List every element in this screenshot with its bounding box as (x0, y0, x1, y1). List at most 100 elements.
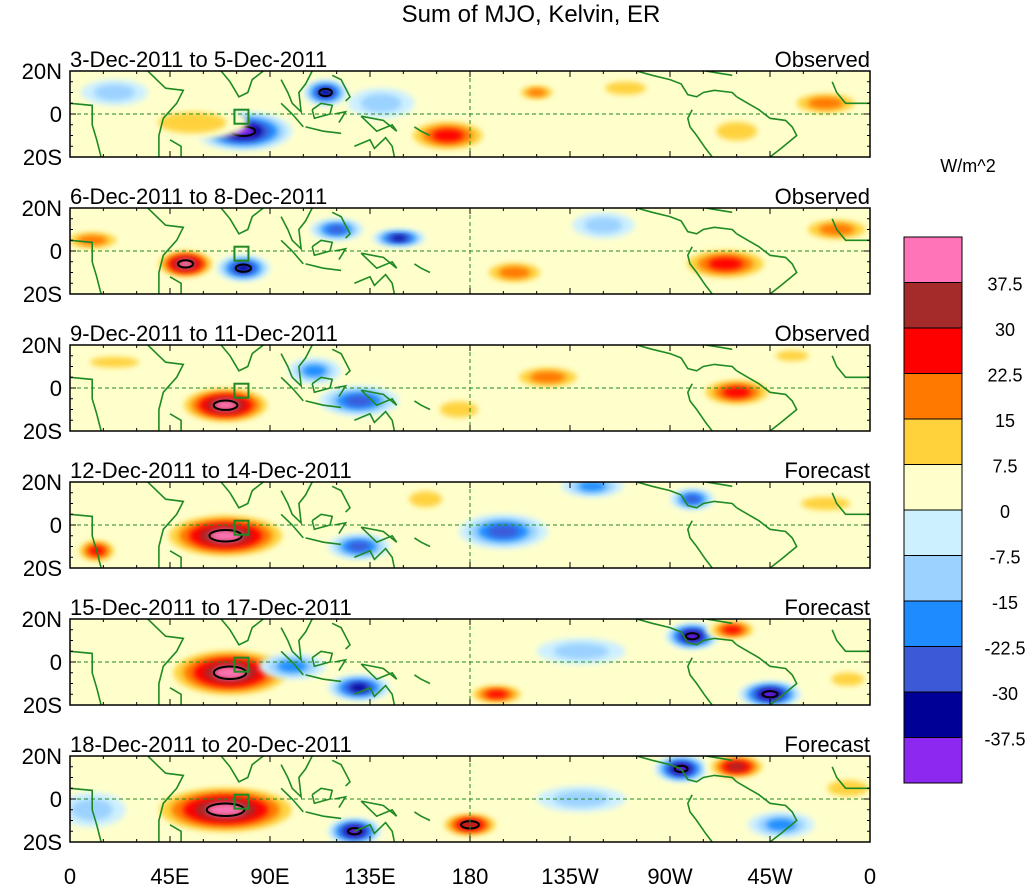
coastline (360, 389, 398, 407)
coastline (280, 208, 313, 251)
coastline (169, 824, 182, 842)
anomaly-blob (303, 79, 348, 106)
contour-level (432, 129, 464, 142)
coastline (331, 74, 351, 102)
coastline (331, 348, 351, 376)
contour-level (391, 235, 407, 241)
coastline (305, 126, 342, 135)
coastline (413, 263, 431, 274)
coastline (354, 136, 396, 157)
coastline (311, 513, 334, 531)
panel-1: 20N 0 20S 3-Dec-2011 to 5-Dec-2011 Observed (22, 47, 871, 170)
coastline (220, 619, 264, 646)
coastline (220, 208, 264, 235)
coastline (686, 520, 713, 568)
anomaly-blob (398, 486, 453, 513)
anomaly-blob (665, 623, 719, 650)
contour-level (716, 121, 758, 141)
x-tick-label: 135W (541, 864, 599, 889)
coastline (413, 400, 431, 411)
y-tick-label: 20S (23, 282, 62, 307)
coastline (280, 787, 304, 813)
coastline (70, 650, 102, 705)
panel-field (70, 619, 870, 705)
coastline (280, 102, 304, 128)
coastline (334, 521, 348, 535)
anomaly-blob (147, 783, 304, 836)
colorbar-swatch (903, 282, 963, 329)
x-tick-label: 90W (647, 864, 692, 889)
x-tick-label: 45E (150, 864, 189, 889)
x-tick-label: 0 (864, 864, 876, 889)
panel-2: 20N 0 20S 6-Dec-2011 to 8-Dec-2011 Observed (22, 184, 871, 307)
coastline (311, 787, 334, 805)
anomaly-blob (478, 259, 550, 286)
coastline (280, 239, 304, 265)
contour-level (722, 387, 751, 398)
panel-3: 20N 0 20S 9-Dec-2011 to 11-Dec-2011 Observed (22, 321, 871, 444)
contour-level (807, 97, 844, 109)
coastline (220, 71, 264, 98)
coastline (831, 766, 870, 790)
coastline (147, 71, 185, 157)
coastline (686, 794, 713, 842)
coastline (147, 756, 185, 842)
contour-line (318, 87, 333, 98)
coastline (147, 208, 185, 294)
colorbar-swatch (903, 646, 963, 693)
contour-level (213, 666, 247, 680)
coastline (280, 71, 313, 114)
contour-level (348, 542, 370, 551)
coastline (360, 663, 398, 681)
anomaly-blob (403, 118, 493, 153)
anomaly-blob (81, 79, 148, 106)
coastline (70, 239, 102, 294)
anomaly-blob (785, 492, 866, 515)
contour-level (526, 88, 547, 97)
anomaly-blob (747, 811, 815, 838)
anomaly-blob (785, 90, 866, 117)
contour-level (487, 525, 519, 538)
contour-level (553, 643, 609, 660)
contour-level (439, 401, 479, 418)
panel-period: 12-Dec-2011 to 14-Dec-2011 (70, 458, 352, 483)
coastline (354, 684, 396, 705)
coastline (311, 650, 334, 668)
anomaly-blob (347, 88, 415, 119)
coastline (280, 376, 304, 402)
anomaly-blob (765, 347, 819, 365)
panel-period: 3-Dec-2011 to 5-Dec-2011 (70, 47, 327, 72)
x-tick-label: 135E (344, 864, 395, 889)
coastline (636, 756, 738, 783)
contour-line (684, 632, 700, 641)
colorbar-swatch (903, 327, 963, 374)
coastline (636, 482, 738, 509)
contour-level (831, 672, 865, 686)
contour-level (319, 88, 332, 97)
anomaly-blob (705, 619, 759, 641)
contour-line (234, 263, 252, 273)
panel-status: Forecast (784, 732, 870, 757)
panel-5: 20N 0 20S 15-Dec-2011 to 17-Dec-2011 Forecas… (22, 595, 871, 718)
anomaly-blob (592, 77, 659, 99)
coastline (169, 139, 182, 157)
panel-status: Forecast (784, 458, 870, 483)
y-tick-label: 20N (22, 59, 62, 84)
coastline (360, 526, 398, 544)
y-tick-label: 0 (50, 239, 62, 264)
coastline (831, 355, 870, 379)
contour-level (360, 93, 402, 113)
ticks (69, 618, 871, 706)
ticks (69, 755, 871, 843)
anomaly-blob (465, 683, 528, 705)
coastline (280, 345, 313, 389)
contour-level (578, 482, 607, 492)
contour-level (605, 81, 647, 95)
colorbar-label: 37.5 (987, 275, 1022, 295)
panel-status: Observed (775, 47, 870, 72)
coastlines (70, 71, 870, 157)
coastline (334, 384, 348, 398)
contour-line (208, 529, 243, 543)
coastline (736, 233, 798, 294)
contour-level (327, 225, 346, 234)
